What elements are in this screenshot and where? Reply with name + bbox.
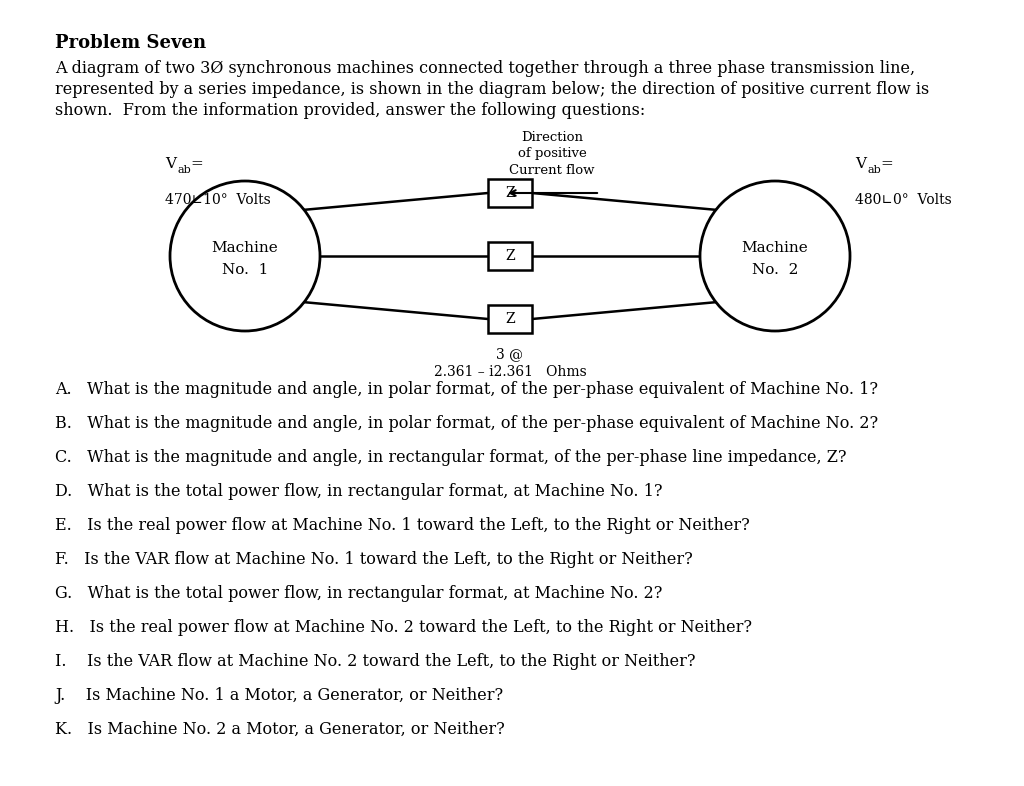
Text: H.   Is the real power flow at Machine No. 2 toward the Left, to the Right or Ne: H. Is the real power flow at Machine No.… [55, 619, 752, 636]
Text: Problem Seven: Problem Seven [55, 34, 206, 52]
Text: Z: Z [505, 186, 515, 200]
Text: 2.361 – i2.361   Ohms: 2.361 – i2.361 Ohms [433, 365, 587, 379]
Bar [488, 179, 532, 207]
Text: Z: Z [505, 312, 515, 326]
Text: F.   Is the VAR flow at Machine No. 1 toward the Left, to the Right or Neither?: F. Is the VAR flow at Machine No. 1 towa… [55, 551, 693, 568]
Text: 470∟10°  Volts: 470∟10° Volts [165, 193, 270, 207]
Text: V: V [855, 157, 866, 171]
Text: C.   What is the magnitude and angle, in rectangular format, of the per-phase li: C. What is the magnitude and angle, in r… [55, 449, 847, 466]
Text: represented by a series impedance, is shown in the diagram below; the direction : represented by a series impedance, is sh… [55, 81, 929, 98]
Text: B.   What is the magnitude and angle, in polar format, of the per-phase equivale: B. What is the magnitude and angle, in p… [55, 415, 879, 432]
Text: ab: ab [867, 165, 881, 175]
Text: A diagram of two 3Ø synchronous machines connected together through a three phas: A diagram of two 3Ø synchronous machines… [55, 60, 915, 77]
Text: =: = [190, 157, 203, 171]
Text: K.   Is Machine No. 2 a Motor, a Generator, or Neither?: K. Is Machine No. 2 a Motor, a Generator… [55, 721, 505, 738]
Text: A.   What is the magnitude and angle, in polar format, of the per-phase equivale: A. What is the magnitude and angle, in p… [55, 381, 878, 398]
Text: shown.  From the information provided, answer the following questions:: shown. From the information provided, an… [55, 102, 645, 119]
Text: E.   Is the real power flow at Machine No. 1 toward the Left, to the Right or Ne: E. Is the real power flow at Machine No.… [55, 517, 750, 534]
Text: Z: Z [505, 249, 515, 263]
Text: =: = [880, 157, 893, 171]
Text: V: V [165, 157, 176, 171]
Text: J.    Is Machine No. 1 a Motor, a Generator, or Neither?: J. Is Machine No. 1 a Motor, a Generator… [55, 687, 503, 704]
Text: 3 @: 3 @ [497, 347, 523, 361]
Text: I.    Is the VAR flow at Machine No. 2 toward the Left, to the Right or Neither?: I. Is the VAR flow at Machine No. 2 towa… [55, 653, 695, 670]
Text: Machine: Machine [741, 241, 808, 255]
Text: D.   What is the total power flow, in rectangular format, at Machine No. 1?: D. What is the total power flow, in rect… [55, 483, 663, 500]
Text: No.  1: No. 1 [222, 263, 268, 277]
Text: ab: ab [177, 165, 190, 175]
Text: Direction
of positive
Current flow: Direction of positive Current flow [509, 131, 595, 177]
Bar [488, 305, 532, 333]
Bar [488, 242, 532, 270]
Text: G.   What is the total power flow, in rectangular format, at Machine No. 2?: G. What is the total power flow, in rect… [55, 585, 663, 602]
Text: Machine: Machine [212, 241, 279, 255]
Text: No.  2: No. 2 [752, 263, 798, 277]
Text: 480∟0°  Volts: 480∟0° Volts [855, 193, 951, 207]
